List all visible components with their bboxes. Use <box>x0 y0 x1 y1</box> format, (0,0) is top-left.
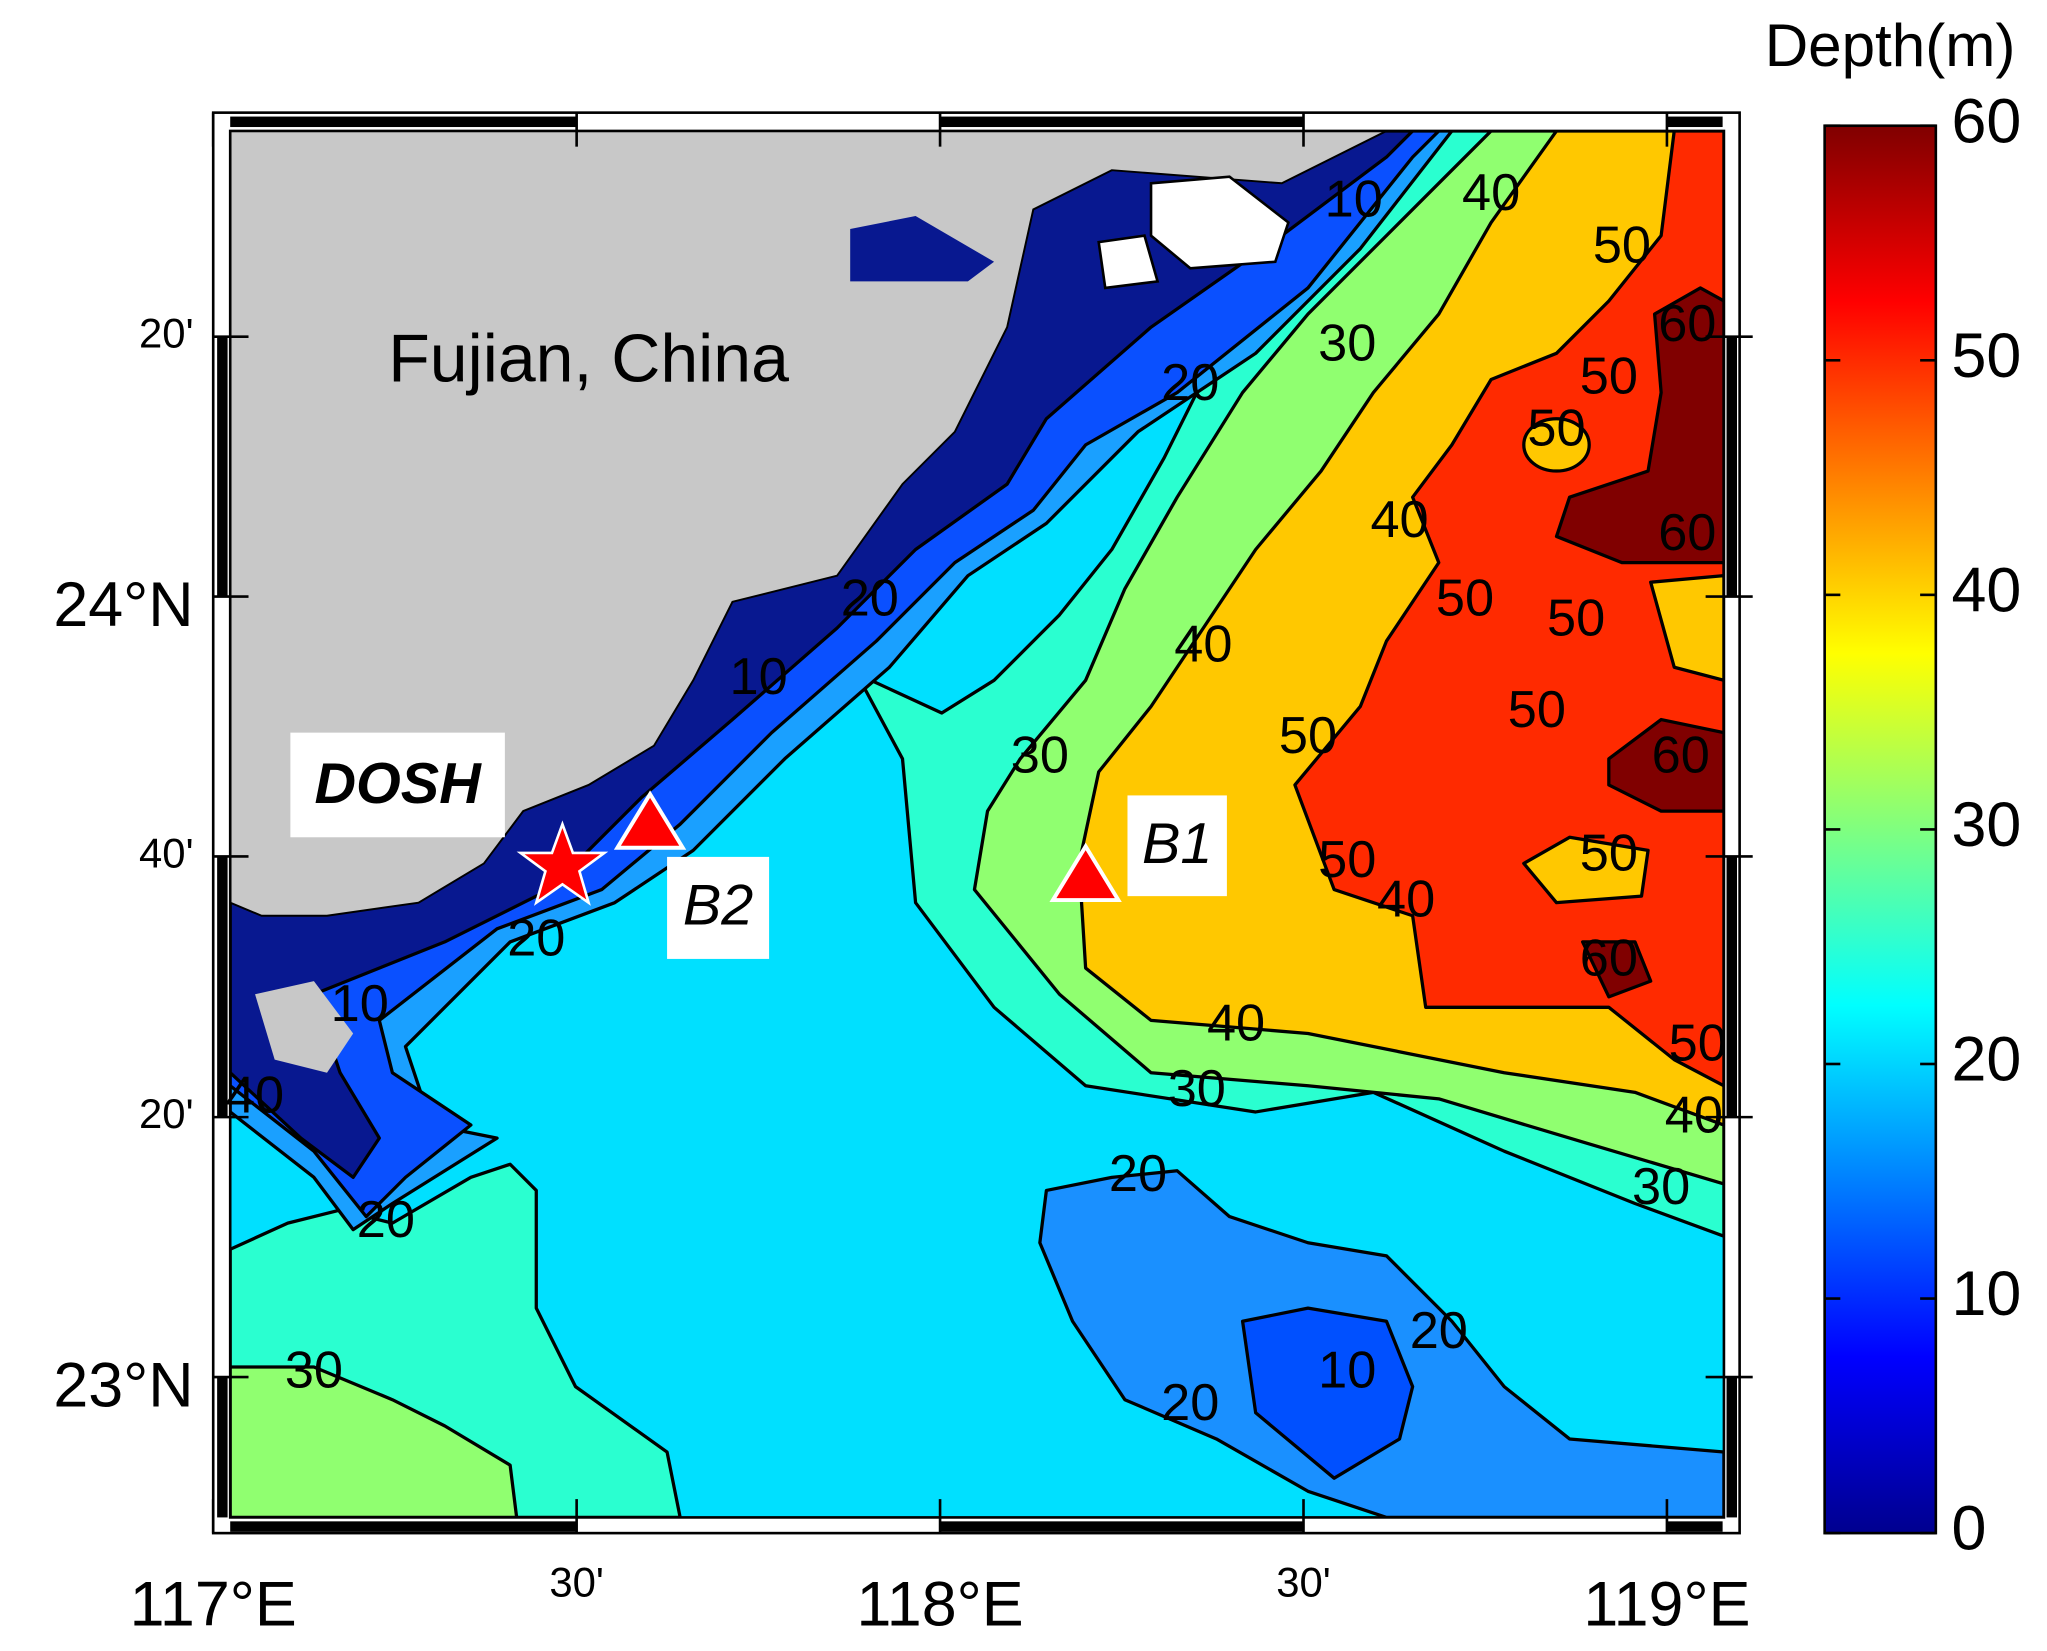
land <box>230 130 1387 917</box>
x-tick-label: 119°E <box>1583 1570 1750 1640</box>
contour-label: 20 <box>357 1191 415 1249</box>
sea-zone <box>230 1365 519 1518</box>
depth-field <box>230 130 1724 1518</box>
colorbar-tick-label: 60 <box>1952 86 2022 156</box>
coastal-patch <box>850 215 995 282</box>
station-marker <box>1049 842 1122 903</box>
frame-bar <box>217 1377 228 1518</box>
contour-label: 40 <box>1207 995 1265 1053</box>
contour-label: 50 <box>1580 347 1638 405</box>
station-label: B2 <box>683 873 753 937</box>
x-tick-label: 30' <box>1276 1559 1331 1606</box>
land <box>255 981 354 1073</box>
frame-bar <box>1666 116 1723 128</box>
site-label: DOSH <box>314 752 482 816</box>
frame-bar <box>1726 1377 1738 1518</box>
station-label: B1 <box>1142 812 1212 876</box>
contour-label: 10 <box>730 648 788 706</box>
contour-label: 20 <box>1161 1374 1219 1432</box>
contour-label: 60 <box>1580 929 1638 987</box>
frame-inner <box>228 129 1726 1519</box>
contour-label: 30 <box>285 1341 343 1399</box>
station-marker <box>613 790 687 850</box>
contour-label: 40 <box>1174 615 1232 673</box>
frame-bar <box>230 116 577 128</box>
no-data <box>1149 175 1290 270</box>
contour-label: 40 <box>1370 491 1428 549</box>
contour-label: 10 <box>1318 1341 1376 1399</box>
contour-label: 20 <box>841 570 899 628</box>
sea-zone <box>1581 940 1653 999</box>
frame-bar <box>1726 856 1738 1118</box>
x-tick-label: 118°E <box>857 1570 1024 1640</box>
contour-label: 30 <box>1318 315 1376 373</box>
contour-label: 60 <box>1658 295 1716 353</box>
contour-label: 10 <box>1325 171 1383 229</box>
contour-label: 60 <box>1652 727 1710 785</box>
frame-bar <box>230 1521 577 1532</box>
contour-label: 50 <box>1279 707 1337 765</box>
sea-zone <box>1522 835 1650 905</box>
sea-zone <box>1649 574 1724 682</box>
colorbar <box>1823 124 1938 1535</box>
frame-bar <box>940 116 1304 128</box>
colorbar-tick-label: 40 <box>1952 555 2022 625</box>
y-tick-label: 24°N <box>53 570 193 640</box>
contour-label: 50 <box>1593 216 1651 274</box>
contour-label: 20 <box>1410 1302 1468 1360</box>
no-data <box>1097 234 1160 290</box>
contour-label: 30 <box>1168 1060 1226 1118</box>
region-label: Fujian, China <box>388 321 789 397</box>
frame-bar <box>1726 336 1738 597</box>
contour-label: 50 <box>1669 1014 1727 1072</box>
axes: 117°E 30' 118°E 30' 119°E 23°N 20' 40' 24°N 20' <box>53 112 1753 1640</box>
contour-label: 10 <box>331 975 389 1033</box>
frame-outer <box>211 111 1741 1535</box>
contour-label: 40 <box>226 1067 284 1125</box>
contour-label: 50 <box>1527 400 1585 458</box>
y-tick-label: 23°N <box>53 1351 193 1421</box>
contour-label: 20 <box>507 910 565 968</box>
sea-zone <box>1240 1306 1415 1480</box>
sea-zone <box>1554 286 1724 565</box>
contour-label: 50 <box>1508 681 1566 739</box>
colorbar-tick-label: 0 <box>1952 1494 1987 1564</box>
contour-label: 50 <box>1318 831 1376 889</box>
colorbar-tick-label: 30 <box>1952 790 2022 860</box>
sea-zone <box>1607 717 1724 813</box>
label-box <box>1127 795 1227 897</box>
contour-label: 30 <box>1632 1158 1690 1216</box>
frame-bar <box>217 856 228 1118</box>
label-box <box>667 856 770 959</box>
site-marker <box>516 820 609 906</box>
label-box <box>290 732 505 838</box>
colorbar-title: Depth(m) <box>1765 12 2016 79</box>
frame-bar <box>940 1521 1304 1532</box>
contour-label: 40 <box>1462 164 1520 222</box>
y-tick-label: 20' <box>139 310 194 357</box>
contour-label: 40 <box>1665 1086 1723 1144</box>
colorbar-tick-label: 50 <box>1952 321 2022 391</box>
x-tick-label: 117°E <box>130 1570 297 1640</box>
contour-label: 60 <box>1658 504 1716 562</box>
contour-label: 40 <box>1377 870 1435 928</box>
contour-label: 50 <box>1436 570 1494 628</box>
sea-zone <box>1522 417 1591 473</box>
contour-label: 50 <box>1580 825 1638 883</box>
contour-label: 50 <box>1547 589 1605 647</box>
contour-label: 20 <box>1109 1145 1167 1203</box>
contour-label: 20 <box>1161 354 1219 412</box>
frame-bar <box>217 336 228 597</box>
colorbar-tick-label: 20 <box>1952 1025 2022 1095</box>
x-tick-label: 30' <box>549 1559 604 1606</box>
y-tick-label: 40' <box>139 830 194 877</box>
colorbar-tick-label: 10 <box>1952 1259 2022 1329</box>
contour-label: 30 <box>1011 727 1069 785</box>
frame-bar <box>1666 1521 1723 1532</box>
y-tick-label: 20' <box>139 1090 194 1137</box>
